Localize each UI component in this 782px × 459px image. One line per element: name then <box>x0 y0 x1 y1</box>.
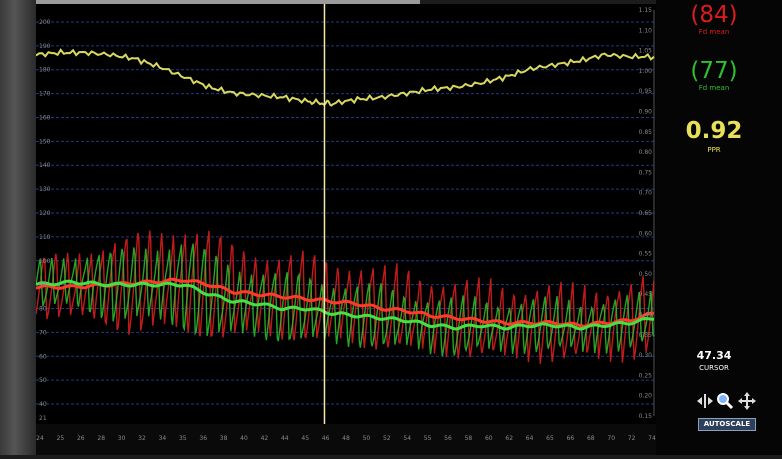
x-tick-label: 74 <box>648 435 656 442</box>
right-tick-label: 0.85 <box>639 129 653 136</box>
green-fd-mean-value: (77) <box>690 58 738 84</box>
right-tick-label: 0.25 <box>639 372 653 379</box>
axis-tick-labels: 40 50 60 70 80 90 100 110 120 130 140 150 160 170 180 1… <box>39 7 652 422</box>
top-strip <box>36 0 420 4</box>
x-tick-label: 46 <box>322 435 330 442</box>
chart-svg[interactable]: 40 50 60 70 80 90 100 110 120 130 140 150 160 170 180 1… <box>36 4 656 424</box>
left-tick-label: 140 <box>39 162 51 169</box>
x-tick-label: 45 <box>301 435 309 442</box>
x-tick-label: 68 <box>587 435 595 442</box>
x-tick-label: 36 <box>199 435 207 442</box>
mean-lines-layer <box>36 277 655 331</box>
oscillation-green <box>36 243 655 357</box>
left-tick-label: 60 <box>39 353 47 360</box>
right-tick-label: 1.15 <box>639 7 653 14</box>
left-tick-label: 21 <box>39 415 47 422</box>
right-tick-label: 1.10 <box>639 27 653 34</box>
grid-layer <box>36 10 655 416</box>
x-tick-label: 56 <box>444 435 452 442</box>
left-tick-label: 130 <box>39 186 51 193</box>
left-tick-label: 150 <box>39 138 51 145</box>
right-tick-label: 0.15 <box>639 413 653 420</box>
x-tick-label: 70 <box>607 435 615 442</box>
right-tick-label: 0.95 <box>639 88 653 95</box>
right-tick-label: 0.45 <box>639 291 653 298</box>
left-tick-label: 80 <box>39 306 47 313</box>
x-tick-label: 55 <box>424 435 432 442</box>
ppr-label: PPR <box>707 146 721 154</box>
left-tick-label: 110 <box>39 234 51 241</box>
x-tick-label: 30 <box>118 435 126 442</box>
left-tick-label: 120 <box>39 210 51 217</box>
left-tick-label: 180 <box>39 67 51 74</box>
right-tick-label: 0.75 <box>639 169 653 176</box>
zoom-icon[interactable] <box>716 392 734 410</box>
right-tick-label: 1.00 <box>639 68 653 75</box>
right-tick-label: 0.65 <box>639 210 653 217</box>
left-tick-label: 70 <box>39 329 47 336</box>
x-tick-label: 66 <box>567 435 575 442</box>
right-tick-label: 0.55 <box>639 251 653 258</box>
left-bezel <box>0 0 36 455</box>
split-arrows-icon[interactable] <box>696 392 714 410</box>
x-tick-label: 72 <box>628 435 636 442</box>
ppr-value: 0.92 <box>685 118 743 144</box>
x-tick-label: 26 <box>77 435 85 442</box>
x-tick-label: 34 <box>159 435 167 442</box>
x-tick-label: 60 <box>485 435 493 442</box>
left-tick-label: 200 <box>39 19 51 26</box>
x-tick-label: 58 <box>465 435 473 442</box>
x-tick-label: 62 <box>505 435 513 442</box>
left-tick-label: 100 <box>39 258 51 265</box>
right-tick-label: 0.35 <box>639 332 653 339</box>
move-icon[interactable] <box>738 392 756 410</box>
red-fd-mean-label: Fd mean <box>698 28 730 36</box>
right-tick-label: 0.60 <box>639 230 653 237</box>
oscillation-layer <box>36 230 655 364</box>
x-tick-label: 64 <box>526 435 534 442</box>
right-tick-label: 0.30 <box>639 352 653 359</box>
x-tick-label: 54 <box>403 435 411 442</box>
right-tick-label: 0.40 <box>639 312 653 319</box>
left-tick-label: 90 <box>39 282 47 289</box>
left-tick-label: 50 <box>39 377 47 384</box>
left-tick-label: 40 <box>39 401 47 408</box>
cursor-value: 47.34 <box>696 349 732 362</box>
right-tick-label: 0.90 <box>639 109 653 116</box>
x-tick-label: 38 <box>220 435 228 442</box>
x-tick-label: 42 <box>261 435 269 442</box>
left-tick-label: 160 <box>39 114 51 121</box>
right-tick-label: 1.05 <box>639 48 653 55</box>
ppr-series <box>36 48 655 107</box>
x-axis-bar: 24 25 26 28 30 32 34 35 36 38 40 42 44 45 46 48 50 52 54 55… <box>36 424 656 455</box>
x-axis-svg: 24 25 26 28 30 32 34 35 36 38 40 42 44 45 46 48 50 52 54 55… <box>36 435 656 442</box>
cursor-label: CURSOR <box>699 364 729 372</box>
green-fd-mean-label: Fd mean <box>698 84 730 92</box>
right-tick-label: 0.50 <box>639 271 653 278</box>
chart-area[interactable]: 40 50 60 70 80 90 100 110 120 130 140 150 160 170 180 1… <box>36 4 656 424</box>
x-tick-label: 32 <box>138 435 146 442</box>
x-tick-label: 25 <box>57 435 65 442</box>
x-tick-label: 40 <box>240 435 248 442</box>
x-tick-label: 35 <box>179 435 187 442</box>
left-tick-label: 170 <box>39 91 51 98</box>
left-tick-label: 190 <box>39 43 51 50</box>
right-tick-label: 0.20 <box>639 393 653 400</box>
x-tick-label: 48 <box>342 435 350 442</box>
x-tick-label: 24 <box>36 435 44 442</box>
right-tick-label: 0.80 <box>639 149 653 156</box>
right-tick-label: 0.70 <box>639 190 653 197</box>
x-tick-label: 52 <box>383 435 391 442</box>
mean-line-green <box>36 279 655 331</box>
ppr-line <box>36 48 655 107</box>
red-fd-mean-value: (84) <box>690 2 738 28</box>
x-tick-label: 28 <box>97 435 105 442</box>
metrics-panel: (84) Fd mean (77) Fd mean 0.92 PPR 47.34… <box>656 0 782 455</box>
autoscale-button[interactable]: AUTOSCALE <box>698 418 756 431</box>
x-tick-label: 65 <box>546 435 554 442</box>
x-tick-label: 44 <box>281 435 289 442</box>
x-tick-label: 50 <box>363 435 371 442</box>
